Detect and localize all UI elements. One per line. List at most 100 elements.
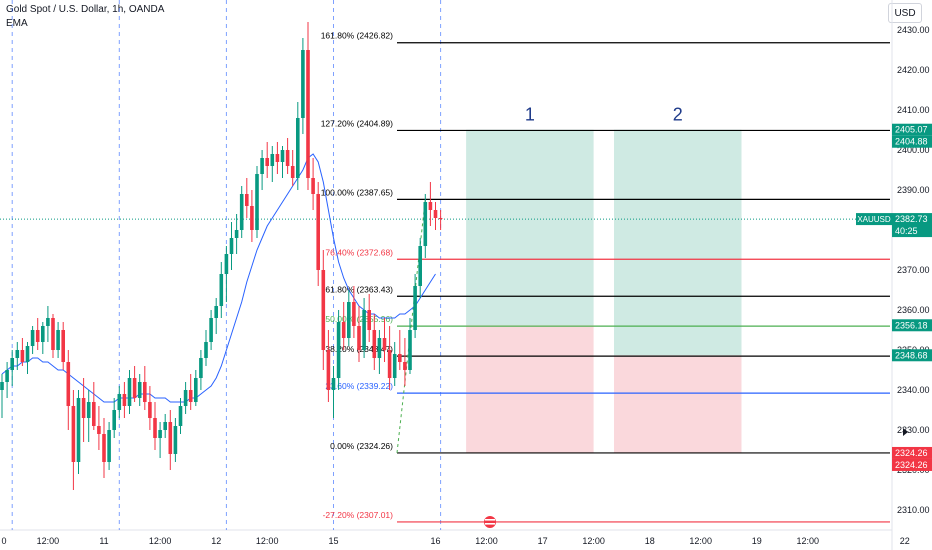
candle-body bbox=[224, 254, 229, 274]
candle-body bbox=[168, 422, 173, 454]
price-tick-label: 2370.00 bbox=[897, 265, 930, 275]
candle-body bbox=[367, 310, 371, 330]
time-tick-label: 15 bbox=[328, 536, 338, 546]
price-axis-tag bbox=[892, 319, 932, 332]
candle-body bbox=[234, 230, 239, 238]
time-tick-label: 12:00 bbox=[582, 536, 605, 546]
candle-body bbox=[153, 418, 157, 438]
symbol-tag-text: XAUUSD bbox=[857, 215, 891, 224]
candle-body bbox=[229, 238, 234, 254]
candle-body bbox=[132, 378, 137, 398]
candle-body bbox=[316, 194, 320, 270]
current-price-tag bbox=[892, 213, 932, 238]
current-price-text: 2382.73 bbox=[895, 214, 928, 224]
candle-body bbox=[311, 178, 315, 194]
candle-body bbox=[219, 274, 224, 306]
candle-body bbox=[46, 318, 50, 326]
candle-body bbox=[158, 430, 162, 438]
time-tick-label: 11 bbox=[99, 536, 108, 546]
candle-body bbox=[280, 150, 285, 162]
candle-body bbox=[148, 402, 152, 418]
candle-body bbox=[137, 382, 142, 398]
time-tick-label: 22 bbox=[900, 536, 910, 546]
candle-body bbox=[433, 210, 438, 218]
candle-body bbox=[403, 362, 407, 370]
candle-body bbox=[41, 326, 45, 342]
time-tick-label: 16 bbox=[430, 536, 440, 546]
candle-body bbox=[214, 306, 218, 318]
candle-body bbox=[209, 318, 213, 342]
price-tick-label: 2410.00 bbox=[897, 105, 930, 115]
scroll-right-icon[interactable] bbox=[903, 428, 908, 436]
ema-line bbox=[1, 153, 436, 403]
candle-body bbox=[423, 202, 428, 246]
candle-body bbox=[127, 378, 132, 406]
position-label: 1 bbox=[525, 105, 535, 125]
candle-body bbox=[387, 350, 392, 378]
price-tick-label: 2360.00 bbox=[897, 305, 930, 315]
candle-body bbox=[15, 350, 20, 358]
candle-body bbox=[30, 330, 35, 346]
candle-body bbox=[56, 330, 60, 350]
fib-level-label: 0.00% (2324.26) bbox=[330, 441, 393, 451]
candle-body bbox=[86, 402, 91, 418]
candle-body bbox=[438, 218, 443, 220]
time-tick-label: 19 bbox=[752, 536, 762, 546]
candle-body bbox=[418, 246, 422, 286]
us-flag-stripe bbox=[485, 519, 495, 521]
candle-body bbox=[290, 166, 295, 178]
candle-body bbox=[194, 378, 198, 402]
candle-body bbox=[265, 158, 269, 166]
candle-body bbox=[199, 358, 203, 378]
price-tick-label: 2420.00 bbox=[897, 65, 930, 75]
profit-zone bbox=[466, 129, 594, 326]
price-axis-tag bbox=[892, 446, 932, 459]
candle-body bbox=[5, 370, 9, 382]
time-tick-label: 12:00 bbox=[475, 536, 498, 546]
countdown-text: 40:25 bbox=[895, 226, 918, 236]
candle-body bbox=[275, 154, 280, 162]
fib-level-label: 23.60% (2339.22) bbox=[325, 381, 393, 391]
candle-body bbox=[413, 286, 417, 330]
price-axis-tag bbox=[892, 135, 932, 148]
candle-body bbox=[102, 434, 106, 462]
candle-body bbox=[173, 426, 178, 454]
fib-level-label: -27.20% (2307.01) bbox=[323, 510, 394, 520]
candle-body bbox=[10, 358, 14, 370]
price-axis-tag-text: 2405.07 bbox=[895, 125, 928, 135]
candle-body bbox=[112, 410, 116, 430]
candle-body bbox=[372, 330, 377, 358]
candle-body bbox=[122, 394, 127, 406]
candle-body bbox=[35, 330, 40, 342]
candle-body bbox=[81, 398, 86, 418]
indicator-label[interactable]: EMA bbox=[6, 18, 28, 29]
candle-body bbox=[0, 382, 4, 390]
price-axis-tag bbox=[892, 349, 932, 362]
candle-body bbox=[392, 354, 397, 378]
currency-button[interactable]: USD bbox=[888, 3, 922, 23]
fib-level-label: 100.00% (2387.65) bbox=[321, 187, 393, 197]
candle-body bbox=[239, 194, 244, 230]
price-axis-tag bbox=[892, 123, 932, 136]
profit-zone bbox=[614, 129, 742, 356]
fib-level-label: 76.40% (2372.68) bbox=[325, 247, 393, 257]
candle-body bbox=[270, 154, 275, 166]
candle-body bbox=[301, 50, 305, 118]
time-tick-label: 12:00 bbox=[149, 536, 172, 546]
candle-body bbox=[321, 270, 326, 350]
us-flag-stripe bbox=[485, 523, 495, 525]
price-axis-tag-text: 2324.26 bbox=[895, 448, 928, 458]
candle-body bbox=[255, 174, 259, 230]
price-axis-tag-text: 2348.68 bbox=[895, 350, 928, 360]
candle-body bbox=[204, 342, 208, 358]
time-tick-label: 18 bbox=[645, 536, 655, 546]
symbol-title[interactable]: Gold Spot / U.S. Dollar, 1h, OANDA bbox=[6, 4, 165, 15]
candle-body bbox=[296, 118, 300, 178]
candle-body bbox=[357, 326, 361, 350]
us-flag-icon bbox=[484, 516, 496, 528]
price-tick-label: 2310.00 bbox=[897, 505, 930, 515]
candle-body bbox=[398, 354, 402, 362]
candle-body bbox=[352, 302, 356, 326]
candle-body bbox=[92, 402, 96, 426]
